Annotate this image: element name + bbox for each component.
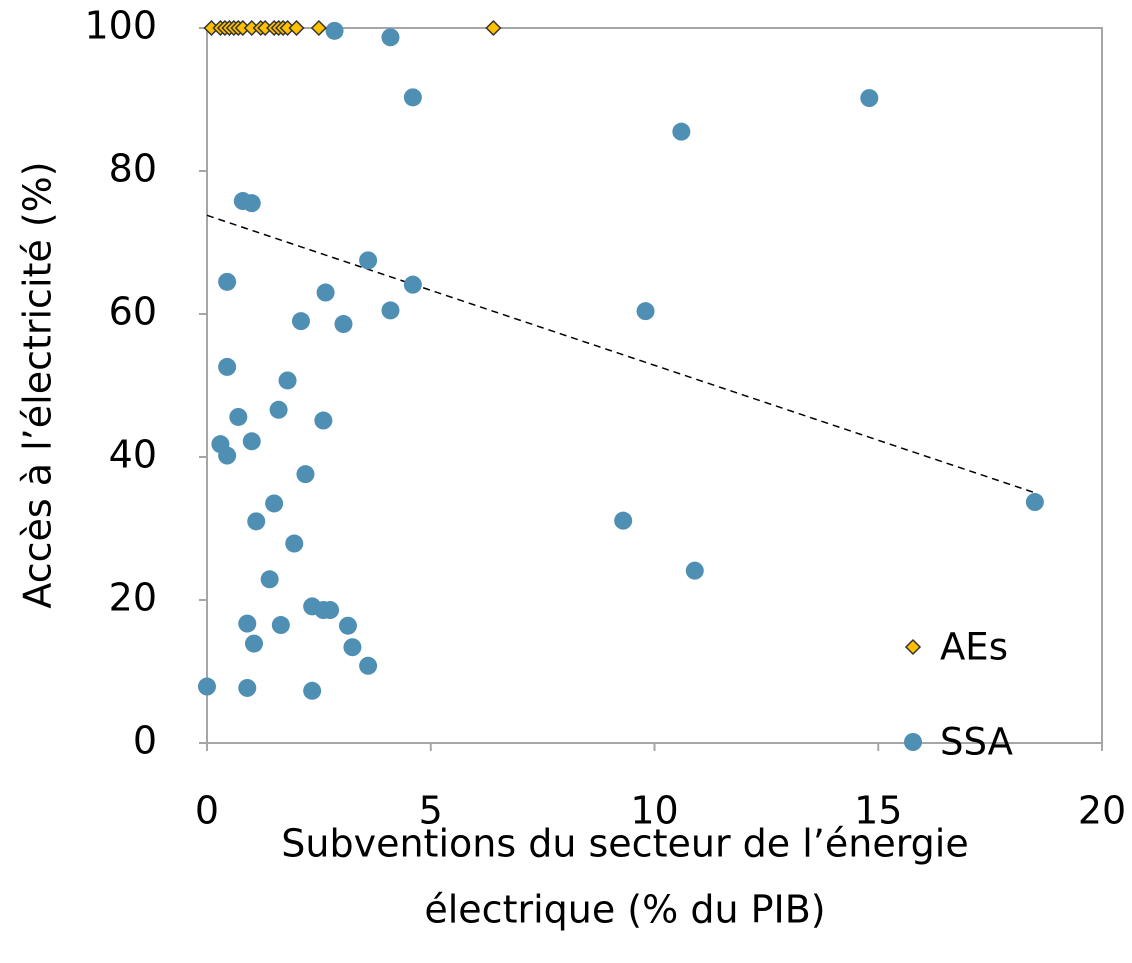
y-axis-title: Accès à l’électricité (%) [16,161,60,608]
circle-point [343,638,362,657]
circle-point [381,301,400,320]
circle-point [338,616,357,635]
y-tick-label: 0 [133,719,157,763]
circle-point [636,302,655,321]
x-axis-title: Subventions du secteur de l’énergie [281,822,968,866]
legend-label: SSA [940,721,1013,764]
circle-point [860,89,879,108]
circle-point [218,446,237,465]
legend-label: AEs [940,626,1008,669]
circle-point [334,315,353,334]
circle-point [244,634,263,653]
circle-point [265,494,284,513]
x-tick-label: 0 [195,789,219,833]
circle-point [403,88,422,107]
circle-point [325,21,344,40]
diamond-point [485,19,502,37]
x-tick-label: 15 [854,789,902,833]
x-axis-title: électrique (% du PIB) [424,888,825,932]
circle-point [198,677,216,696]
y-tick-label: 20 [109,576,157,620]
circle-point [381,28,400,47]
x-tick-label: 10 [630,789,678,833]
circle-point [296,465,315,484]
circle-point [218,272,237,291]
circle-point [238,678,257,697]
circle-point [242,194,261,213]
circle-point [359,656,378,675]
circle-point [359,251,378,270]
circle-point [614,511,633,530]
circle-point [260,570,279,589]
circle-point [278,371,297,390]
circle-point [685,561,704,580]
trendline [206,214,1036,494]
legend-marker [904,733,922,751]
circle-point [316,283,335,302]
y-tick-label: 40 [109,433,157,477]
circle-point [269,400,288,419]
diamond-point [288,19,305,37]
diamond-point [310,19,327,37]
x-tick-label: 5 [419,789,443,833]
circle-point [321,601,340,620]
circle-point [403,275,422,294]
circle-point [314,411,333,430]
y-tick-label: 80 [109,147,157,191]
circle-point [303,681,322,700]
circle-point [271,616,290,635]
circle-point [218,357,237,376]
y-tick-label: 100 [84,4,157,48]
circle-point [672,122,691,141]
x-tick-label: 20 [1078,789,1126,833]
circle-point [229,407,248,426]
circle-point [242,432,261,451]
circle-point [238,614,257,633]
y-tick-label: 60 [109,290,157,334]
legend-marker [904,638,922,656]
circle-point [285,534,304,553]
circle-point [247,512,266,531]
circle-point [1025,493,1044,512]
circle-point [291,312,310,331]
